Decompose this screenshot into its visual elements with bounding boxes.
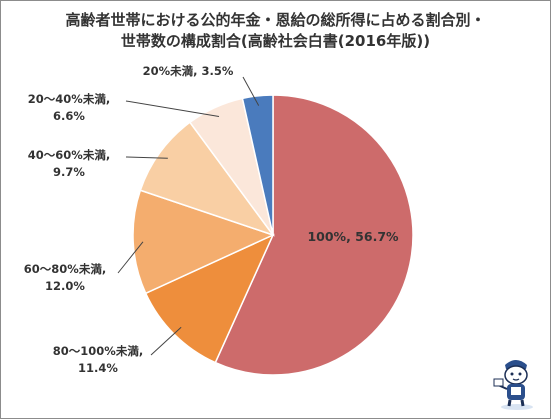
mascot-icon [493,360,533,410]
pie-slices [132,94,414,376]
chart-title: 高齢者世帯における公的年金・恩給の総所得に占める割合別・ 世帯数の構成割合(高齢… [1,10,550,52]
leader-lines [117,76,260,356]
data-labels: 100%, 56.7% 80～100%未満, 11.4% 60～80%未満, 12.0%… [24,64,399,375]
leader-line-4 [125,100,220,118]
pie-slice-40-60-3 [139,121,276,237]
data-label-1: 80～100%未満, 11.4% [53,344,143,375]
pie-slice-60-80-2 [132,189,276,295]
chart-title-line-1: 高齢者世帯における公的年金・恩給の総所得に占める割合別・ [65,11,486,29]
data-label-0: 100%, 56.7% [307,229,399,244]
data-label-3: 40～60%未満, 9.7% [28,148,110,179]
leader-line-2 [117,241,144,274]
data-label-5: 20%未満, 3.5% [143,64,234,78]
leader-line-3 [125,156,168,159]
data-label-4: 20～40%未満, 6.6% [28,92,110,123]
data-label-2: 60～80%未満, 12.0% [24,262,106,293]
pie-slice-100-0 [214,94,414,376]
leader-line-1 [150,326,182,356]
leader-line-5 [242,76,260,106]
pie-slice-20-5 [241,94,274,236]
chart-title-line-2: 世帯数の構成割合(高齢社会白書(2016年版)) [120,32,431,50]
